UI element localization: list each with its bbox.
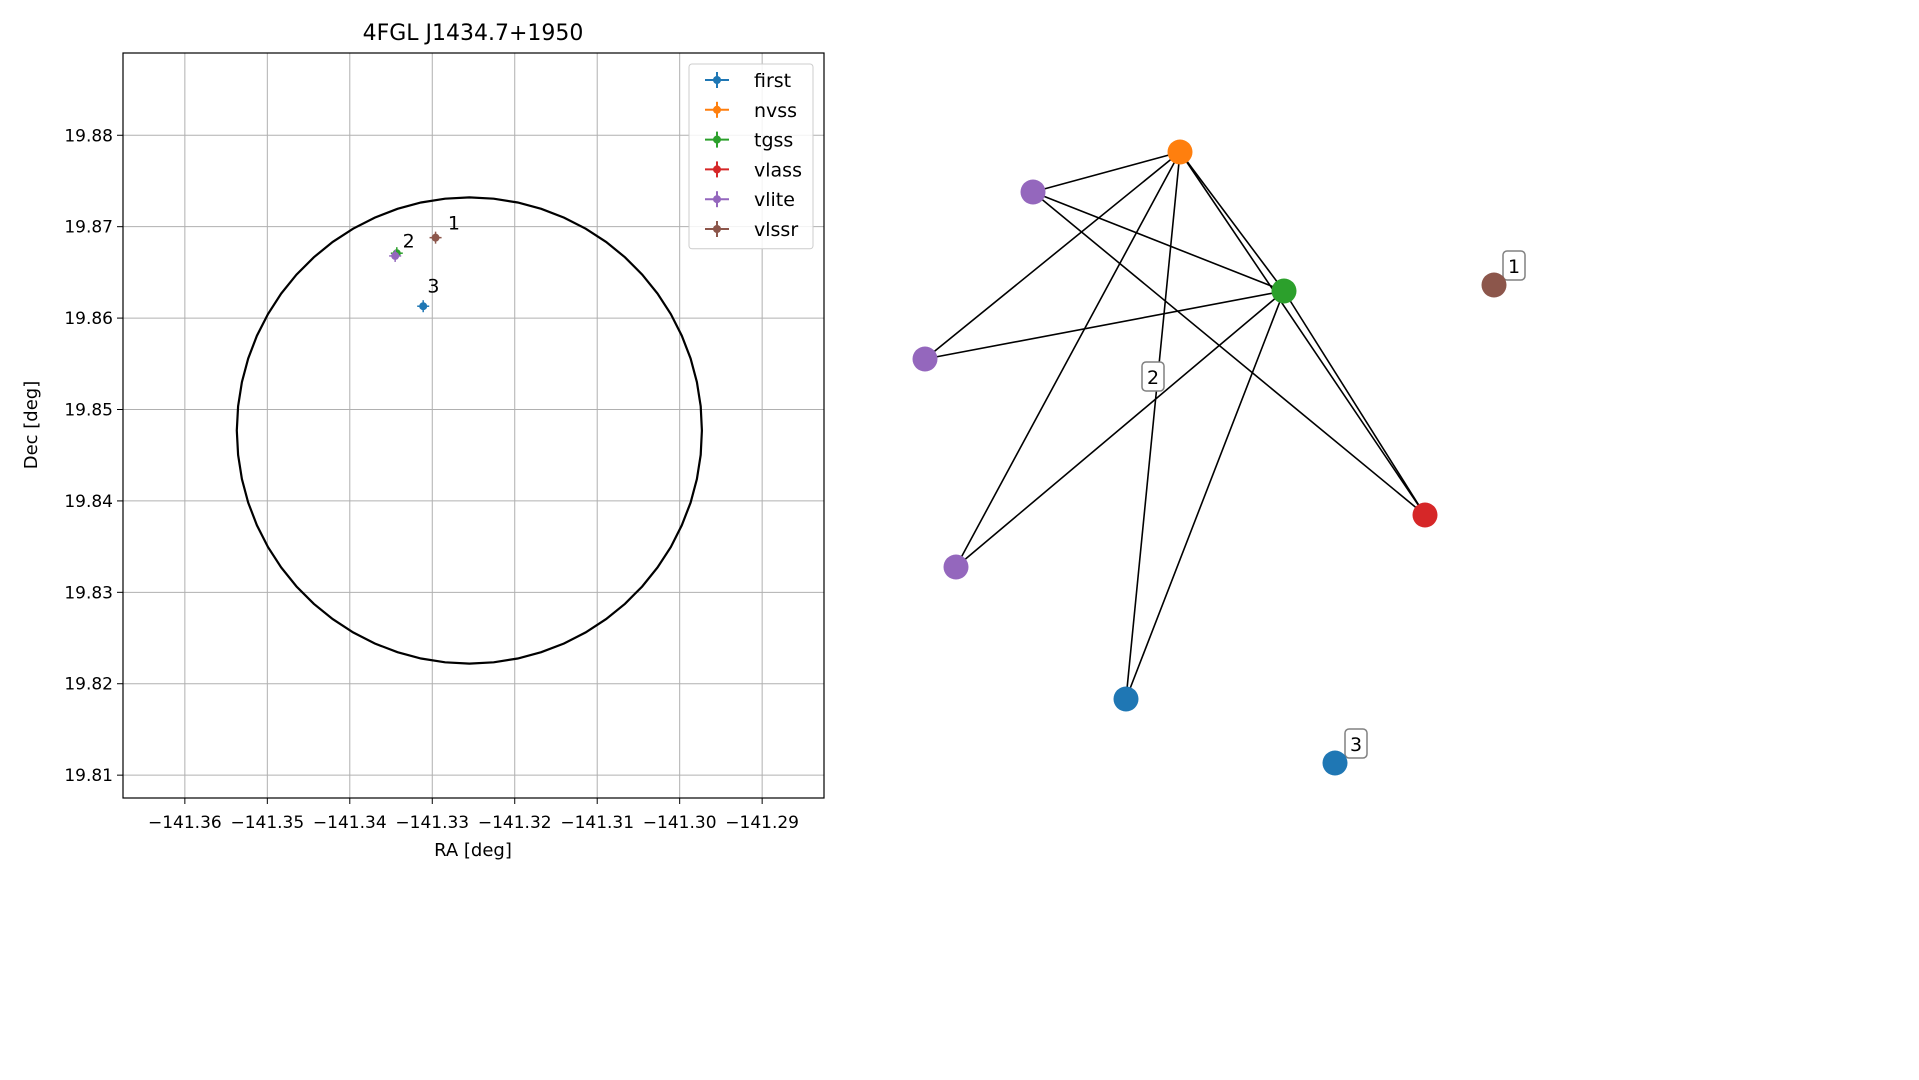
network-edge <box>1125 151 1181 700</box>
x-tick-label: −141.33 <box>395 813 469 833</box>
localization-ellipse <box>235 196 703 665</box>
network-node-vlssr <box>1481 272 1507 298</box>
legend-entry-vlssr: vlssr <box>705 219 798 241</box>
point-annotation: 2 <box>403 231 415 253</box>
network-edge <box>1032 191 1426 516</box>
y-tick-label: 19.81 <box>64 766 113 786</box>
y-tick-label: 19.82 <box>64 675 113 695</box>
network-node-nvss <box>1167 139 1193 165</box>
y-axis-ticks: 19.81 19.82 19.83 19.84 19.85 19.86 19.87 19.88 <box>64 126 123 786</box>
y-tick-label: 19.88 <box>64 126 113 146</box>
data-point-vlssr <box>429 231 442 244</box>
network-edge <box>924 151 1181 360</box>
legend-label: vlite <box>754 189 795 211</box>
data-point-first <box>417 300 430 313</box>
network-nodes <box>912 139 1507 776</box>
y-axis-label: Dec [deg] <box>21 381 42 470</box>
x-tick-label: −141.36 <box>148 813 222 833</box>
network-edge <box>955 290 1285 568</box>
x-tick-label: −141.31 <box>560 813 634 833</box>
network-edges <box>924 151 1426 700</box>
x-axis-ticks: −141.36 −141.35 −141.34 −141.33 −141.32 −141.… <box>148 798 799 833</box>
x-tick-label: −141.34 <box>313 813 387 833</box>
axes-frame <box>122 52 825 799</box>
legend-entry-nvss: nvss <box>705 100 797 122</box>
data-point-vlite <box>389 249 402 262</box>
network-edge <box>924 290 1285 360</box>
legend: first nvss tgss vlass vlite vlssr <box>688 63 814 250</box>
point-annotations: 1 23 <box>403 212 460 297</box>
network-edge <box>1283 290 1426 516</box>
point-annotation: 1 <box>448 212 460 234</box>
network-edge <box>1032 191 1285 292</box>
legend-label: vlssr <box>754 219 798 241</box>
network-node-vlite1 <box>1020 179 1046 205</box>
y-tick-label: 19.83 <box>64 583 113 603</box>
x-tick-label: −141.32 <box>478 813 552 833</box>
network-node-vlass <box>1412 502 1438 528</box>
network-edge <box>1032 151 1181 193</box>
legend-label: tgss <box>754 130 793 152</box>
chart-title: 4FGL J1434.7+1950 <box>363 21 584 46</box>
network-node-tgss <box>1271 278 1297 304</box>
legend-entry-vlass: vlass <box>705 159 802 181</box>
x-tick-label: −141.35 <box>230 813 304 833</box>
x-tick-label: −141.29 <box>725 813 799 833</box>
network-label: 2 <box>1141 361 1165 392</box>
network-edge <box>955 151 1181 568</box>
network-label: 3 <box>1344 728 1368 759</box>
point-annotation: 3 <box>427 275 439 297</box>
network-label: 1 <box>1502 250 1526 281</box>
data-points <box>389 231 442 313</box>
network-node-vlite3 <box>943 554 969 580</box>
x-tick-label: −141.30 <box>643 813 717 833</box>
legend-label: nvss <box>754 100 797 122</box>
x-axis-label: RA [deg] <box>434 840 512 861</box>
network-edge <box>1179 151 1285 292</box>
scatter-chart: 4FGL J1434.7+1950 123 −141.36 −141.35 −141… <box>21 21 825 861</box>
grid <box>123 53 824 798</box>
legend-entry-vlite: vlite <box>705 189 795 211</box>
y-tick-label: 19.84 <box>64 492 113 512</box>
svg-text:3: 3 <box>1350 734 1362 756</box>
y-tick-label: 19.85 <box>64 401 113 421</box>
network-edge <box>1125 290 1285 700</box>
legend-label: vlass <box>754 159 802 181</box>
legend-entry-tgss: tgss <box>705 130 793 152</box>
localization-circle <box>235 196 703 665</box>
svg-text:1: 1 <box>1508 256 1520 278</box>
y-tick-label: 19.87 <box>64 218 113 238</box>
legend-entry-first: first <box>705 70 791 92</box>
network-graph: 1 2 3 <box>912 139 1526 776</box>
network-edge <box>1179 151 1426 516</box>
svg-text:2: 2 <box>1147 367 1159 389</box>
network-node-vlite2 <box>912 346 938 372</box>
y-tick-label: 19.86 <box>64 309 113 329</box>
network-node-first1 <box>1113 686 1139 712</box>
legend-label: first <box>754 70 791 92</box>
network-labels: 1 2 3 <box>1141 250 1526 759</box>
network-node-first2 <box>1322 750 1348 776</box>
